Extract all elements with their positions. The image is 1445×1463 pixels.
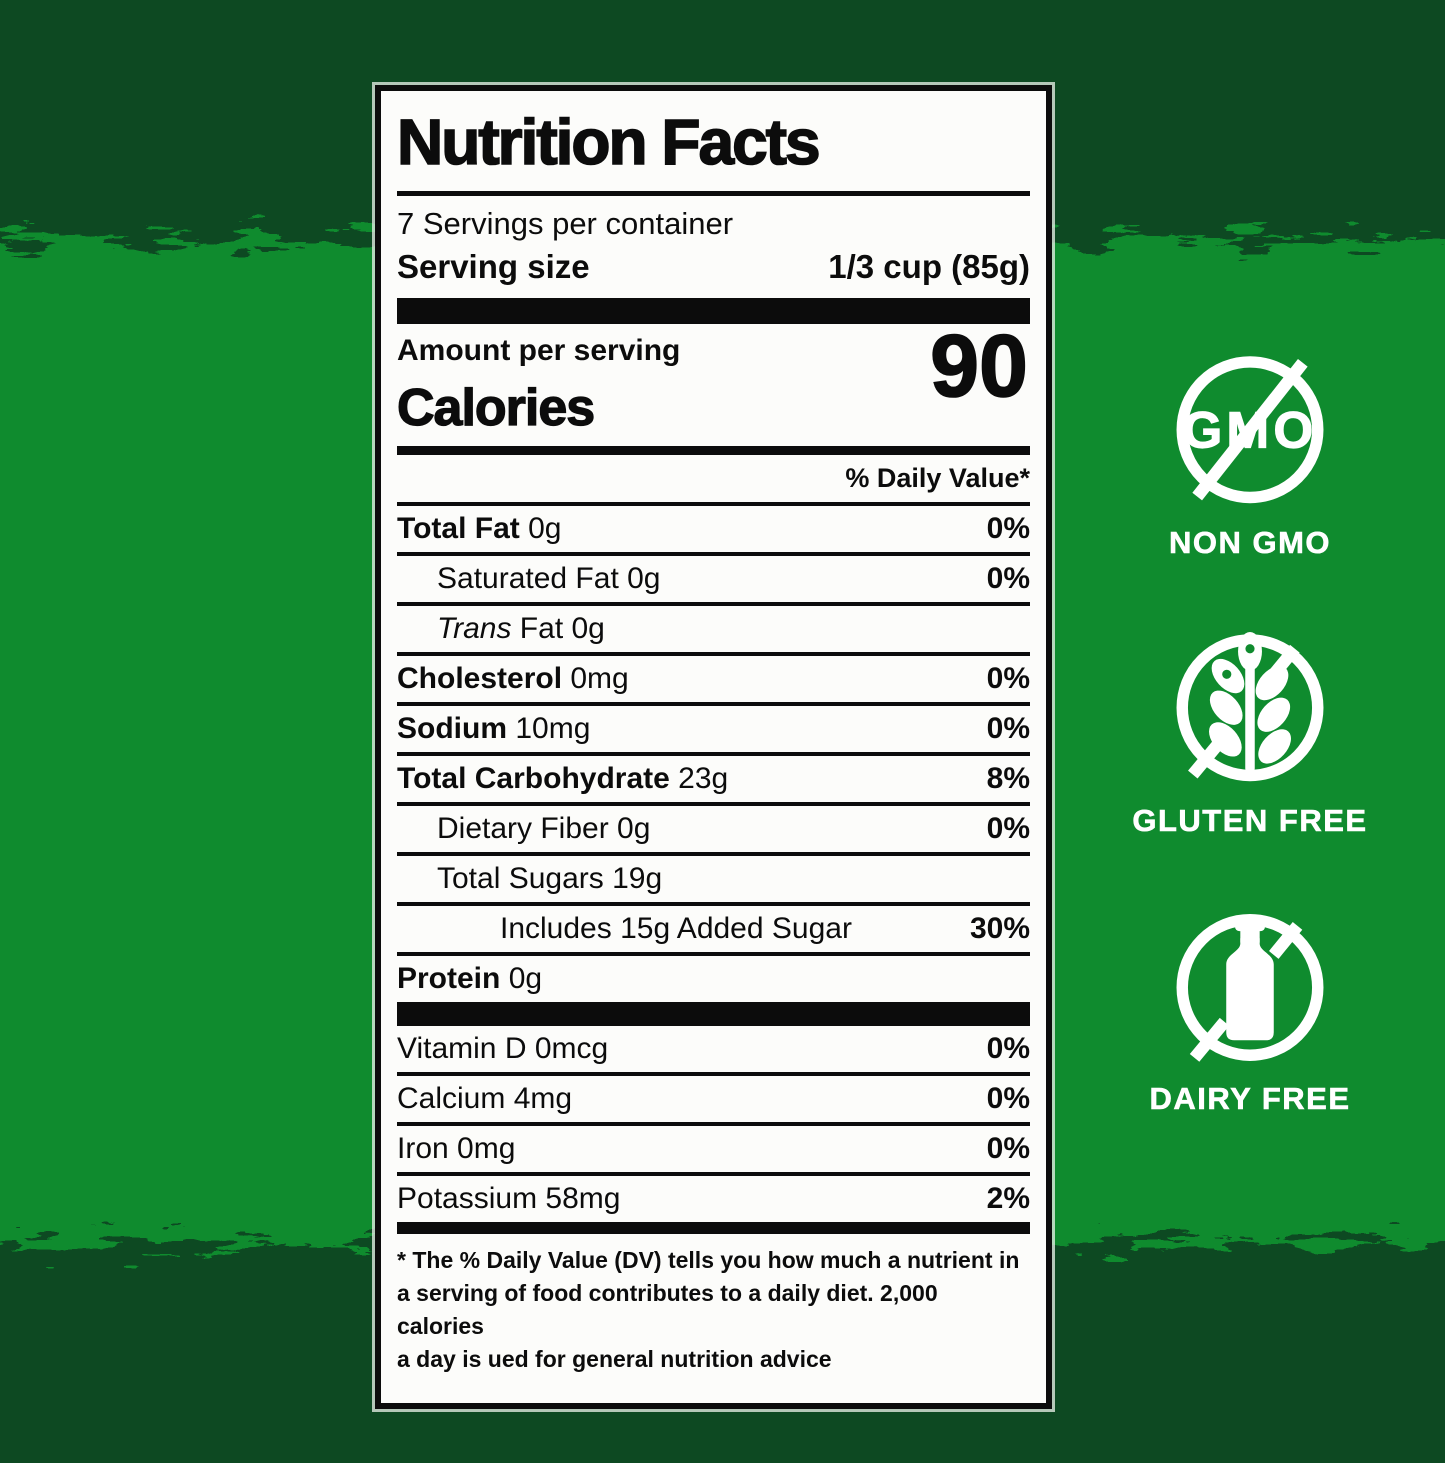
- daily-value-header: % Daily Value*: [397, 455, 1030, 506]
- nutrient-name: Iron 0mg: [397, 1132, 516, 1165]
- nutrient-daily-value: 0%: [986, 1032, 1030, 1065]
- nutrition-facts-title: Nutrition Facts: [396, 97, 1030, 196]
- badge-label-dairy-free: DAIRY FREE: [1149, 1081, 1351, 1117]
- amount-per-serving-label: Amount per serving: [397, 334, 681, 367]
- nutrient-row: Total Carbohydrate 23g 8%: [397, 756, 1030, 806]
- footnote-line: a serving of food contributes to a daily…: [397, 1280, 938, 1339]
- nutrient-row: Cholesterol 0mg 0%: [397, 656, 1030, 706]
- nutrient-row: Protein 0g: [397, 956, 1030, 1002]
- footnote-line: a day is ued for general nutrition advic…: [397, 1346, 832, 1372]
- nutrient-name: Total Sugars 19g: [437, 862, 663, 895]
- nutrient-daily-value: 8%: [986, 762, 1030, 795]
- nutrient-row: Sodium 10mg 0%: [397, 706, 1030, 756]
- nutrient-rows-vitamins: Vitamin D 0mcg 0% Calcium 4mg 0% Iron 0m…: [397, 1026, 1030, 1222]
- footnote-line: * The % Daily Value (DV) tells you how m…: [397, 1247, 1020, 1273]
- nutrient-name: Calcium 4mg: [397, 1082, 573, 1115]
- nutrient-daily-value: 0%: [986, 662, 1030, 695]
- nutrient-row: Dietary Fiber 0g 0%: [397, 806, 1030, 856]
- thick-divider-bar: [397, 298, 1030, 324]
- servings-per-container: 7 Servings per container: [397, 206, 734, 241]
- nutrient-name: Sodium 10mg: [397, 712, 591, 745]
- nutrient-name: Protein 0g: [397, 962, 543, 995]
- nutrition-facts-panel: Nutrition Facts 7 Servings per container…: [375, 85, 1052, 1409]
- gluten-free-icon: [1176, 632, 1324, 782]
- dairy-free-icon: [1176, 914, 1324, 1062]
- daily-value-footnote: * The % Daily Value (DV) tells you how m…: [397, 1234, 1030, 1376]
- badge-dairy-free: DAIRY FREE: [1149, 903, 1350, 1117]
- nutrient-daily-value: 2%: [986, 1182, 1030, 1215]
- nutrient-name: Vitamin D 0mcg: [397, 1032, 609, 1065]
- nutrient-name: Total Fat 0g: [397, 512, 562, 545]
- nutrient-name: Total Carbohydrate 23g: [397, 762, 729, 795]
- nutrient-name: Potassium 58mg: [397, 1182, 621, 1215]
- nutrient-name: Dietary Fiber 0g: [437, 812, 651, 845]
- nutrient-row: Calcium 4mg 0%: [397, 1076, 1030, 1126]
- nutrient-daily-value: 0%: [986, 1082, 1030, 1115]
- badge-gluten-free: GLUTEN FREE: [1132, 625, 1367, 839]
- thick-divider-bar: [397, 1002, 1030, 1026]
- medium-divider-bar: [397, 446, 1030, 455]
- nutrient-daily-value: 0%: [986, 512, 1030, 545]
- calories-label: Calories: [396, 378, 596, 437]
- nutrient-row: Total Fat 0g 0%: [397, 506, 1030, 556]
- non-gmo-icon: GMO: [1176, 356, 1324, 504]
- nutrient-daily-value: 0%: [986, 712, 1030, 745]
- certification-badges: GMO NON GMO GLUTEN FREE: [1113, 347, 1387, 1181]
- nutrient-name: Saturated Fat 0g: [437, 562, 661, 595]
- serving-size-value: 1/3 cup (85g): [828, 248, 1030, 285]
- badge-label-gluten-free: GLUTEN FREE: [1132, 803, 1368, 839]
- small-divider-bar: [397, 1222, 1030, 1234]
- nutrient-row: Trans Fat 0g: [397, 606, 1030, 656]
- badge-non-gmo: GMO NON GMO: [1162, 347, 1338, 561]
- nutrient-daily-value: 0%: [986, 1132, 1030, 1165]
- nutrient-row: Total Sugars 19g: [397, 856, 1030, 906]
- calories-value: 90: [929, 316, 1028, 415]
- nutrient-rows-main: Total Fat 0g 0% Saturated Fat 0g 0% Tran…: [397, 506, 1030, 1002]
- nutrient-row: Includes 15g Added Sugar 30%: [397, 906, 1030, 956]
- nutrient-name: Trans Fat 0g: [437, 612, 605, 645]
- nutrient-row: Potassium 58mg 2%: [397, 1176, 1030, 1222]
- nutrient-row: Saturated Fat 0g 0%: [397, 556, 1030, 606]
- nutrient-daily-value: 30%: [969, 912, 1030, 945]
- nutrient-daily-value: 0%: [986, 562, 1030, 595]
- nutrient-row: Iron 0mg 0%: [397, 1126, 1030, 1176]
- nutrient-daily-value: 0%: [986, 812, 1030, 845]
- badge-label-non-gmo: NON GMO: [1168, 525, 1332, 561]
- nutrient-row: Vitamin D 0mcg 0%: [397, 1026, 1030, 1076]
- calories-block: Amount per serving Calories 90: [396, 316, 1030, 446]
- nutrient-name: Includes 15g Added Sugar: [500, 912, 852, 945]
- nutrient-name: Cholesterol 0mg: [397, 662, 629, 695]
- serving-size-row: Serving size 1/3 cup (85g): [397, 244, 1030, 298]
- serving-size-label: Serving size: [397, 248, 590, 285]
